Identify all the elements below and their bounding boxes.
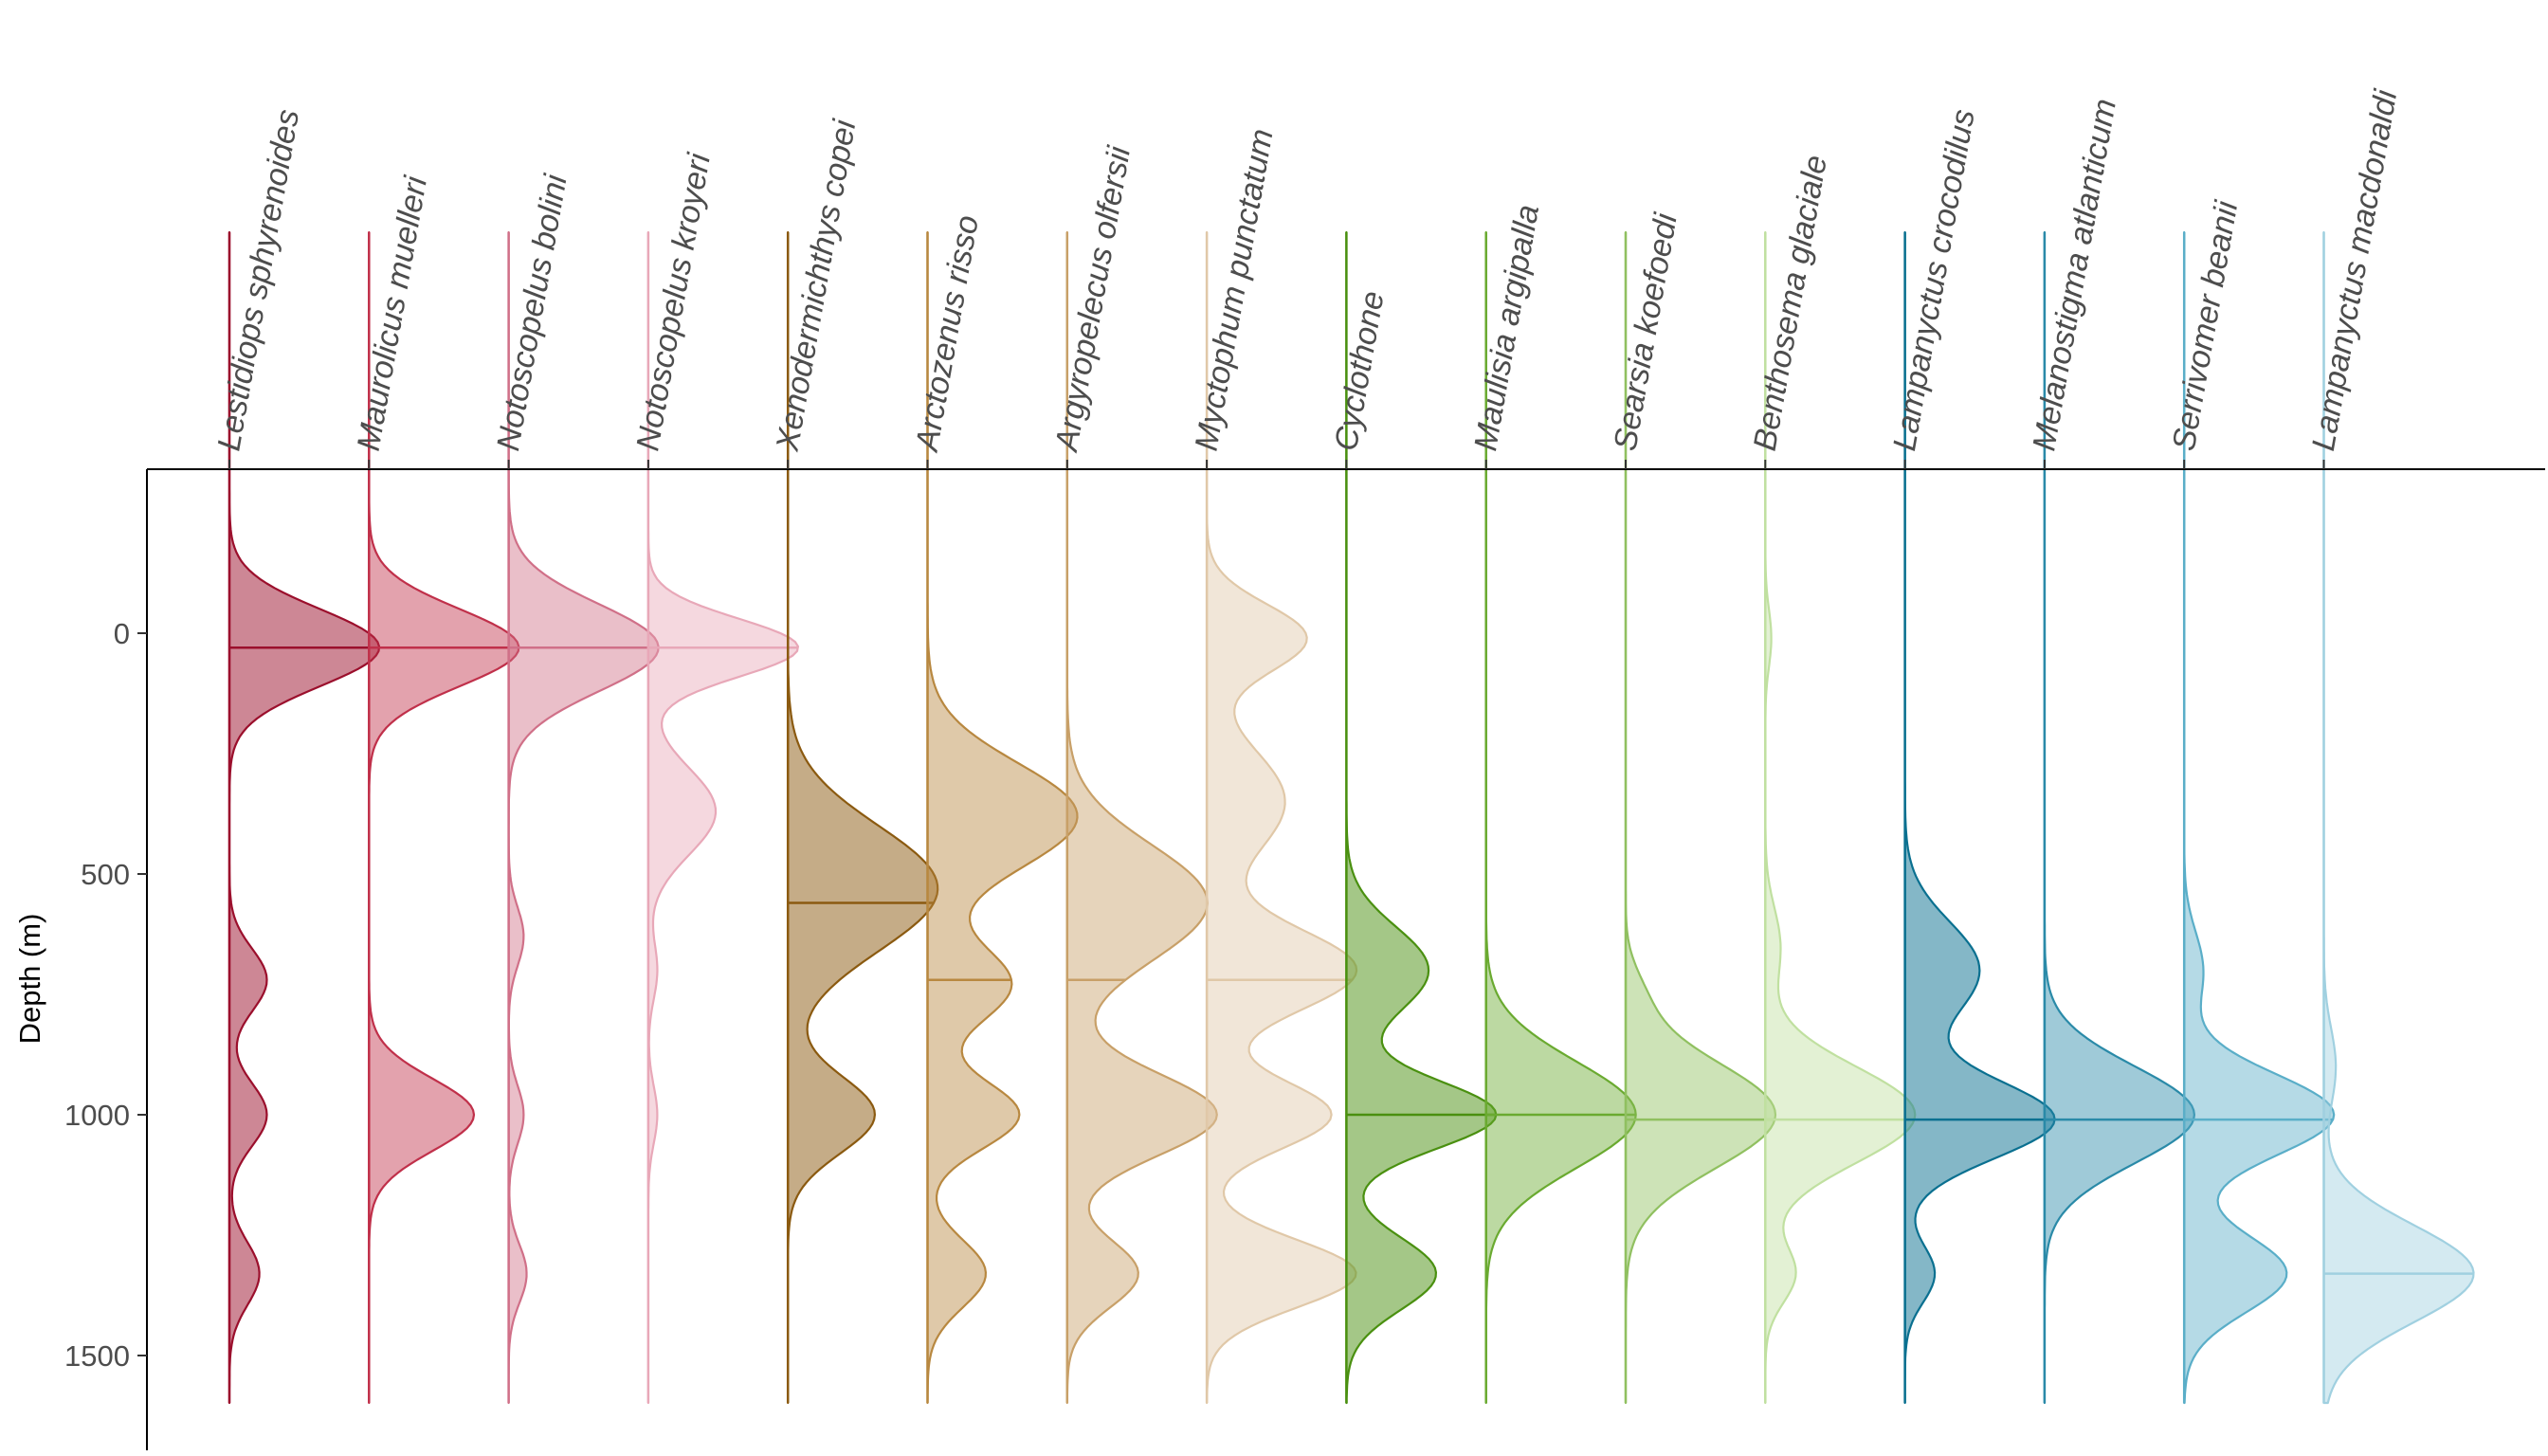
species-label: Lampanyctus crocodilus [1886,107,1982,454]
species-label: Argyropelecus olfersii [1048,142,1138,455]
species-label: Arctozenus risso [909,212,986,455]
species-labels: Lestidiops sphyrenoides Maurolicus muelle… [210,86,2404,456]
axes: 0 500 1000 1500 [64,460,2545,1450]
y-ticks: 0 500 1000 1500 [64,617,147,1373]
species-label: Notoscopelus kroyeri [629,150,718,454]
species-label: Searsia koefoedi [1607,209,1684,453]
species-label: Lampanyctus macdonaldi [2305,86,2405,454]
species-label: Serrivomer beanii [2166,197,2246,453]
species-label: Maulisia argipalla [1467,202,1546,453]
y-axis-title: Depth (m) [13,914,46,1045]
y-tick-label: 500 [81,858,130,891]
x-ticks [228,460,2325,469]
species-label: Xenodermichthys copei [769,116,863,454]
species-label: Cyclothone [1328,288,1392,453]
species-label: Maurolicus muelleri [351,173,435,453]
violin-layer [228,230,2475,1405]
species-label: Myctophum punctatum [1189,126,1281,453]
species-label: Melanostigma atlanticum [2026,96,2123,453]
species-label: Lestidiops sphyrenoides [210,107,306,454]
species-label: Notoscopelus bolini [490,171,574,453]
y-tick-label: 1500 [64,1339,130,1373]
y-tick-label: 1000 [64,1099,130,1132]
y-tick-label: 0 [114,617,130,650]
species-label: Benthosema glaciale [1747,153,1834,453]
